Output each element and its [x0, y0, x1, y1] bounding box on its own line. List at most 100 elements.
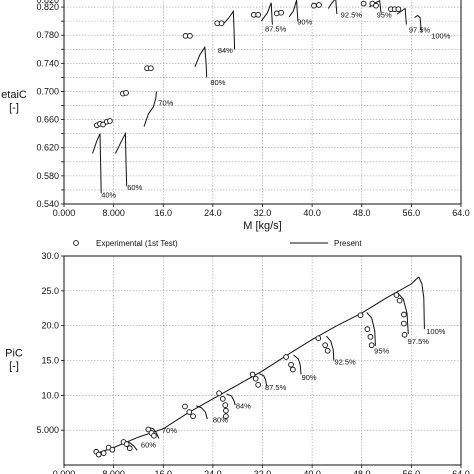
experimental-point — [123, 90, 129, 96]
legend-present-label: Present — [334, 239, 362, 248]
experimental-point — [373, 2, 379, 9]
x-tick-label: 24.0 — [204, 469, 222, 474]
y-tick-label: 20.0 — [41, 321, 59, 331]
experimental-point — [147, 65, 154, 72]
x-tick-label: 56.0 — [403, 208, 421, 218]
y-tick-label: 30.0 — [41, 251, 59, 261]
y-axis-title: PiC — [5, 348, 23, 360]
experimental-point — [187, 33, 193, 39]
x-tick-label: 64.0 — [452, 208, 470, 218]
speed-label: 84% — [236, 402, 251, 411]
experimental-point — [395, 6, 402, 13]
y-axis-unit: [-] — [9, 361, 19, 373]
speed-label: 60% — [127, 183, 142, 192]
y-tick-label: 0.580 — [36, 171, 59, 181]
experimental-point — [364, 326, 371, 333]
experimental-point — [109, 446, 116, 453]
speed-line-84pct — [226, 393, 236, 406]
speed-line-80pct — [194, 45, 208, 78]
x-tick-label: 16.0 — [154, 208, 172, 218]
speed-label: 87.5% — [265, 383, 287, 392]
speed-line-87-5pct — [260, 2, 273, 25]
eff-plot-area — [92, 0, 422, 194]
speed-label: 40% — [101, 191, 116, 200]
experimental-point — [311, 2, 317, 9]
x-tick-label: 32.0 — [254, 208, 272, 218]
x-tick-label: 40.0 — [303, 208, 321, 218]
speed-label: 92.5% — [341, 11, 363, 20]
experimental-point — [401, 311, 407, 318]
speed-label: 87.5% — [265, 25, 287, 34]
speed-label: 100% — [431, 32, 451, 41]
y-tick-label: 0.700 — [36, 86, 59, 96]
x-tick-label: 0.000 — [53, 469, 76, 474]
experimental-point — [249, 371, 256, 378]
experimental-point — [186, 409, 193, 415]
pr-plot-area — [93, 276, 425, 458]
y-tick-label: 5.000 — [36, 425, 59, 435]
legend: Experimental (1st Test) Present — [73, 239, 362, 248]
experimental-point — [218, 20, 225, 27]
experimental-point — [367, 333, 374, 340]
speed-label: 100% — [426, 327, 446, 336]
speed-label: 95% — [377, 11, 392, 20]
y-tick-label: 0.820 — [36, 2, 59, 12]
y-tick-label: 0.620 — [36, 143, 59, 153]
speed-line-100pct — [414, 14, 422, 32]
speed-line-97-5pct — [397, 292, 409, 335]
experimental-point — [368, 342, 375, 349]
x-tick-label: 8.000 — [102, 208, 125, 218]
x-tick-label: 0.000 — [53, 208, 76, 218]
experimental-point — [360, 0, 367, 7]
experimental-point — [100, 450, 107, 457]
experimental-point — [100, 121, 106, 128]
y-axis-title: etaiC — [1, 89, 27, 101]
y-tick-label: 15.0 — [41, 356, 59, 366]
speed-line-70pct — [143, 91, 157, 127]
speed-label: 80% — [210, 78, 225, 87]
speed-line-80pct — [195, 405, 208, 420]
experimental-point — [252, 375, 259, 382]
speed-line-87-5pct — [259, 373, 268, 387]
experimental-point — [290, 366, 296, 373]
speed-label: 60% — [141, 441, 156, 450]
legend-experimental-marker — [73, 240, 79, 246]
present-operating-line — [94, 276, 420, 455]
experimental-point — [223, 413, 229, 420]
x-tick-label: 16.0 — [154, 469, 172, 474]
experimental-point — [315, 335, 322, 342]
x-tick-label: 48.0 — [353, 208, 371, 218]
experimental-point — [324, 347, 331, 354]
experimental-point — [151, 432, 157, 439]
speed-line-95pct — [366, 312, 376, 346]
speed-line-90pct — [293, 354, 302, 375]
pressure-ratio-chart: 0.000 8.000 16.0 24.0 32.0 40.0 48.0 56.0 64.0 5.… — [5, 239, 470, 474]
experimental-point — [316, 2, 322, 8]
experimental-point — [357, 312, 364, 319]
y-tick-label: 10.0 — [41, 390, 59, 400]
speed-label: 84% — [218, 46, 233, 55]
experimental-point — [145, 426, 152, 433]
experimental-point — [123, 441, 130, 447]
x-tick-label: 24.0 — [204, 208, 222, 218]
x-tick-label: 64.0 — [452, 469, 470, 474]
experimental-point — [223, 407, 229, 414]
eff-grid — [64, 0, 461, 204]
experimental-point — [401, 320, 407, 327]
speed-label: 90% — [297, 18, 312, 27]
speed-label: 97.5% — [409, 25, 431, 34]
speed-line-97-5pct — [396, 7, 407, 25]
speed-line-90pct — [288, 0, 299, 22]
y-tick-label-clipped: 0.820 — [36, 0, 59, 5]
speed-line-100pct — [418, 276, 425, 330]
y-tick-label: 0.740 — [36, 58, 59, 68]
speed-label: 90% — [302, 373, 317, 382]
experimental-point — [190, 413, 196, 420]
speed-line-92-5pct — [326, 335, 335, 361]
x-tick-label: 48.0 — [353, 469, 371, 474]
x-tick-label: 40.0 — [303, 469, 321, 474]
speed-line-92-5pct — [327, 0, 338, 15]
speed-label: 97.5% — [408, 337, 430, 346]
experimental-point — [401, 331, 408, 338]
